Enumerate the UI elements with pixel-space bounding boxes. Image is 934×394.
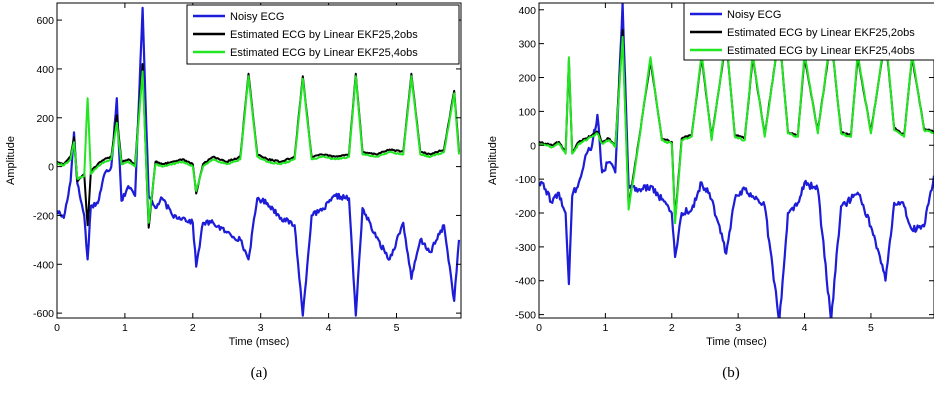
- y-tick-label: 400: [36, 64, 54, 76]
- y-tick-label: 200: [36, 113, 54, 125]
- legend-b: Noisy ECG Estimated ECG by Linear EKF25,…: [683, 2, 934, 61]
- x-tick-label: 3: [258, 322, 264, 334]
- legend-entry-4obs-a: Estimated ECG by Linear EKF25,4obs: [230, 47, 418, 59]
- y-tick-label: 300: [518, 39, 536, 51]
- legend-entry-2obs-a: Estimated ECG by Linear EKF25,2obs: [230, 29, 418, 41]
- y-tick-label: 600: [36, 15, 54, 27]
- x-tick-label: 4: [326, 322, 332, 334]
- y-tick-label: -400: [33, 259, 54, 271]
- x-tick-label: 4: [802, 322, 808, 334]
- y-axis-label-a: Amplitude: [5, 136, 17, 185]
- series-line-noisy-a: [57, 6, 461, 317]
- x-axis-label-a: Time (msec): [229, 336, 290, 348]
- caption-b: (b): [722, 365, 740, 381]
- y-tick-label: 0: [530, 140, 536, 152]
- x-tick-label: 2: [669, 322, 675, 334]
- legend-box-b: [683, 2, 934, 61]
- y-tick-label: 100: [518, 106, 536, 118]
- x-tick-label: 3: [735, 322, 741, 334]
- y-axis-label-b: Amplitude: [487, 136, 499, 185]
- y-tick-label: 0: [48, 162, 54, 174]
- panel-b: 0 1 2 3 4 5-500-400-300-200-1000100200300400 …: [487, 2, 934, 381]
- y-tick-label: -400: [515, 276, 536, 288]
- series-lines-b: [539, 3, 934, 318]
- y-tick-label: -300: [515, 242, 536, 254]
- panel-a: 0 1 2 3 4 5 -600 -400 -200 0 200 400 600 Time (msec)…: [5, 2, 462, 381]
- y-tick-label: -100: [515, 174, 536, 186]
- x-tick-label: 0: [54, 322, 60, 334]
- series-line-4obs-b: [539, 32, 934, 225]
- caption-a: (a): [251, 365, 268, 381]
- x-tick-label: 5: [868, 322, 874, 334]
- y-tick-label: -600: [33, 308, 54, 320]
- legend-a: Noisy ECG Estimated ECG by Linear EKF25,…: [186, 4, 460, 65]
- series-line-4obs-a: [57, 70, 460, 224]
- legend-entry-noisy-a: Noisy ECG: [230, 11, 284, 23]
- x-tick-label: 0: [536, 322, 542, 334]
- x-tick-label: 5: [394, 322, 400, 334]
- series-lines-a: [57, 6, 461, 317]
- series-line-noisy-b: [539, 3, 934, 318]
- legend-entry-noisy-b: Noisy ECG: [727, 9, 781, 21]
- x-tick-label: 1: [122, 322, 128, 334]
- x-tick-label: 1: [602, 322, 608, 334]
- y-tick-label: 200: [518, 73, 536, 85]
- y-tick-label: -500: [515, 310, 536, 322]
- y-tick-label: -200: [515, 208, 536, 220]
- x-axis-label-b: Time (msec): [706, 336, 767, 348]
- legend-entry-4obs-b: Estimated ECG by Linear EKF25,4obs: [727, 45, 915, 57]
- axis-ticks-a: 0 1 2 3 4 5 -600 -400 -200 0 200 400 600: [33, 2, 462, 334]
- y-tick-label: -200: [33, 210, 54, 222]
- x-tick-label: 2: [190, 322, 196, 334]
- legend-entry-2obs-b: Estimated ECG by Linear EKF25,2obs: [727, 27, 915, 39]
- y-tick-label: 400: [518, 5, 536, 17]
- legend-box-a: [186, 4, 460, 65]
